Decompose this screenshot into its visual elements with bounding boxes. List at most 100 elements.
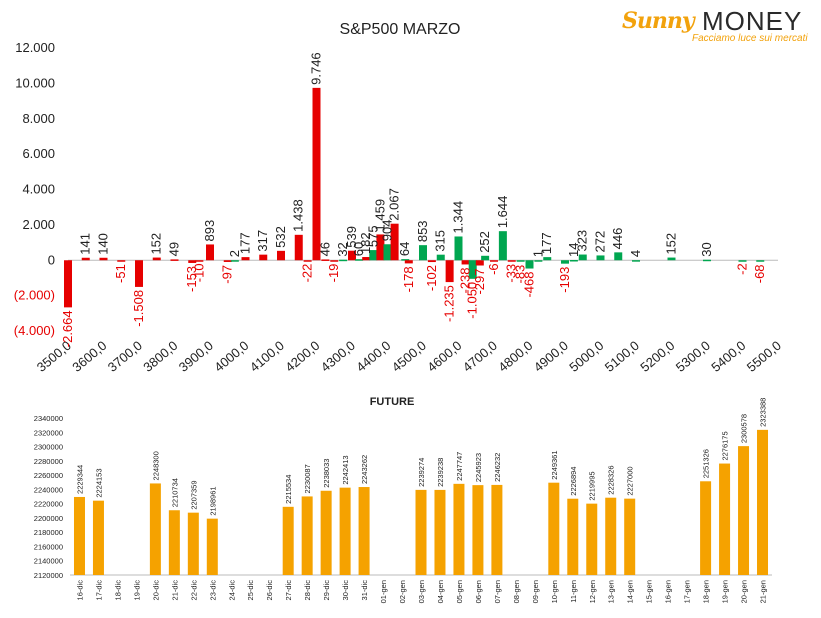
future-bar [206, 518, 218, 575]
bar [481, 255, 490, 261]
top-chart-title: S&P500 MARZO [340, 21, 461, 38]
bar [419, 245, 427, 261]
future-data-label: 2210734 [170, 478, 179, 507]
future-data-label: 2245923 [474, 453, 483, 482]
future-x-tick-label: 11-gen [569, 580, 578, 603]
future-x-tick-label: 04-gen [436, 580, 445, 603]
bar [99, 257, 108, 261]
x-tick-label: 4400,0 [353, 338, 393, 375]
data-label: 575 [365, 225, 380, 247]
bar [223, 260, 232, 262]
future-bar [738, 446, 750, 575]
future-data-label: 2300578 [740, 414, 749, 443]
future-data-label: 2248300 [151, 451, 160, 480]
bar [376, 234, 385, 261]
future-bar [434, 489, 446, 575]
future-x-tick-label: 12-gen [588, 580, 597, 603]
bar [756, 260, 765, 262]
future-x-tick-label: 16-gen [664, 580, 673, 603]
future-bar [415, 489, 427, 575]
future-x-tick-label: 23-dic [208, 580, 217, 601]
bar [312, 87, 321, 261]
future-data-label: 2226894 [569, 467, 578, 496]
bar [454, 236, 463, 261]
future-data-label: 2198961 [208, 486, 217, 515]
bar [390, 223, 399, 261]
future-data-label: 2239274 [417, 458, 426, 487]
x-tick-label: 4100,0 [247, 338, 287, 375]
data-label: 272 [593, 231, 608, 253]
data-label: -22 [300, 264, 315, 283]
data-label: -97 [220, 265, 235, 284]
bar [632, 260, 640, 262]
data-label: 1.644 [495, 196, 510, 229]
future-x-tick-label: 21-gen [759, 580, 768, 603]
bar [241, 257, 250, 261]
bar [303, 260, 312, 262]
data-label: -6 [486, 263, 501, 275]
x-tick-label: 5200,0 [637, 338, 677, 375]
data-label: 32 [335, 242, 350, 256]
future-data-label: 2230087 [303, 464, 312, 493]
x-tick-label: 4600,0 [424, 338, 464, 375]
future-x-tick-label: 19-dic [132, 580, 141, 601]
y-tick-label: (2.000) [14, 288, 55, 303]
bar [427, 260, 436, 263]
future-bar [92, 500, 104, 575]
bar [498, 231, 507, 261]
future-x-tick-label: 01-gen [379, 580, 388, 603]
data-label: -51 [113, 264, 128, 283]
bar [516, 260, 525, 262]
data-label: 446 [610, 228, 625, 250]
data-label: 4 [628, 250, 643, 257]
future-bar [453, 483, 465, 575]
data-label: 64 [397, 242, 412, 256]
future-data-label: 2246232 [493, 453, 502, 482]
future-bar [757, 429, 769, 575]
data-label: 853 [415, 220, 430, 242]
data-label: 182 [358, 232, 373, 254]
future-bar [168, 510, 180, 575]
future-x-tick-label: 03-gen [417, 580, 426, 603]
y-tick-label: (4.000) [14, 323, 55, 338]
future-y-tick-label: 2320000 [34, 428, 63, 437]
bar [81, 257, 90, 261]
data-label: -468 [522, 272, 537, 298]
x-tick-label: 5300,0 [673, 338, 713, 375]
bar [507, 260, 516, 262]
data-label: 893 [202, 220, 217, 242]
future-x-tick-label: 24-dic [227, 580, 236, 601]
future-x-tick-label: 25-dic [246, 580, 255, 601]
y-tick-label: 6.000 [22, 146, 55, 161]
bar [355, 259, 364, 261]
data-label: 152 [149, 233, 164, 255]
future-y-tick-label: 2220000 [34, 500, 63, 509]
future-y-tick-label: 2180000 [34, 528, 63, 537]
data-label: 1 [530, 250, 545, 257]
data-label: 1.344 [451, 201, 466, 234]
data-label: 9.746 [309, 52, 324, 85]
x-tick-label: 5000,0 [566, 338, 606, 375]
data-label: -238 [458, 267, 473, 293]
future-bar [73, 496, 85, 575]
future-bar [472, 485, 484, 575]
bar [64, 260, 72, 308]
future-bar [282, 506, 294, 575]
future-data-label: 2228326 [607, 465, 616, 494]
data-label: -1.508 [131, 290, 146, 327]
future-x-tick-label: 17-dic [94, 580, 103, 601]
future-x-tick-label: 02-gen [398, 580, 407, 603]
bar [383, 244, 392, 261]
bar [461, 260, 470, 265]
bar [738, 260, 747, 262]
data-label: -10 [191, 263, 206, 282]
future-bar [700, 481, 712, 575]
x-tick-label: 4700,0 [460, 338, 500, 375]
future-bar [187, 512, 199, 575]
bar [152, 257, 161, 261]
bar [294, 234, 303, 261]
future-x-tick-label: 13-gen [607, 580, 616, 603]
bar [277, 250, 285, 261]
data-label: 252 [477, 231, 492, 253]
data-label: -19 [326, 264, 341, 283]
